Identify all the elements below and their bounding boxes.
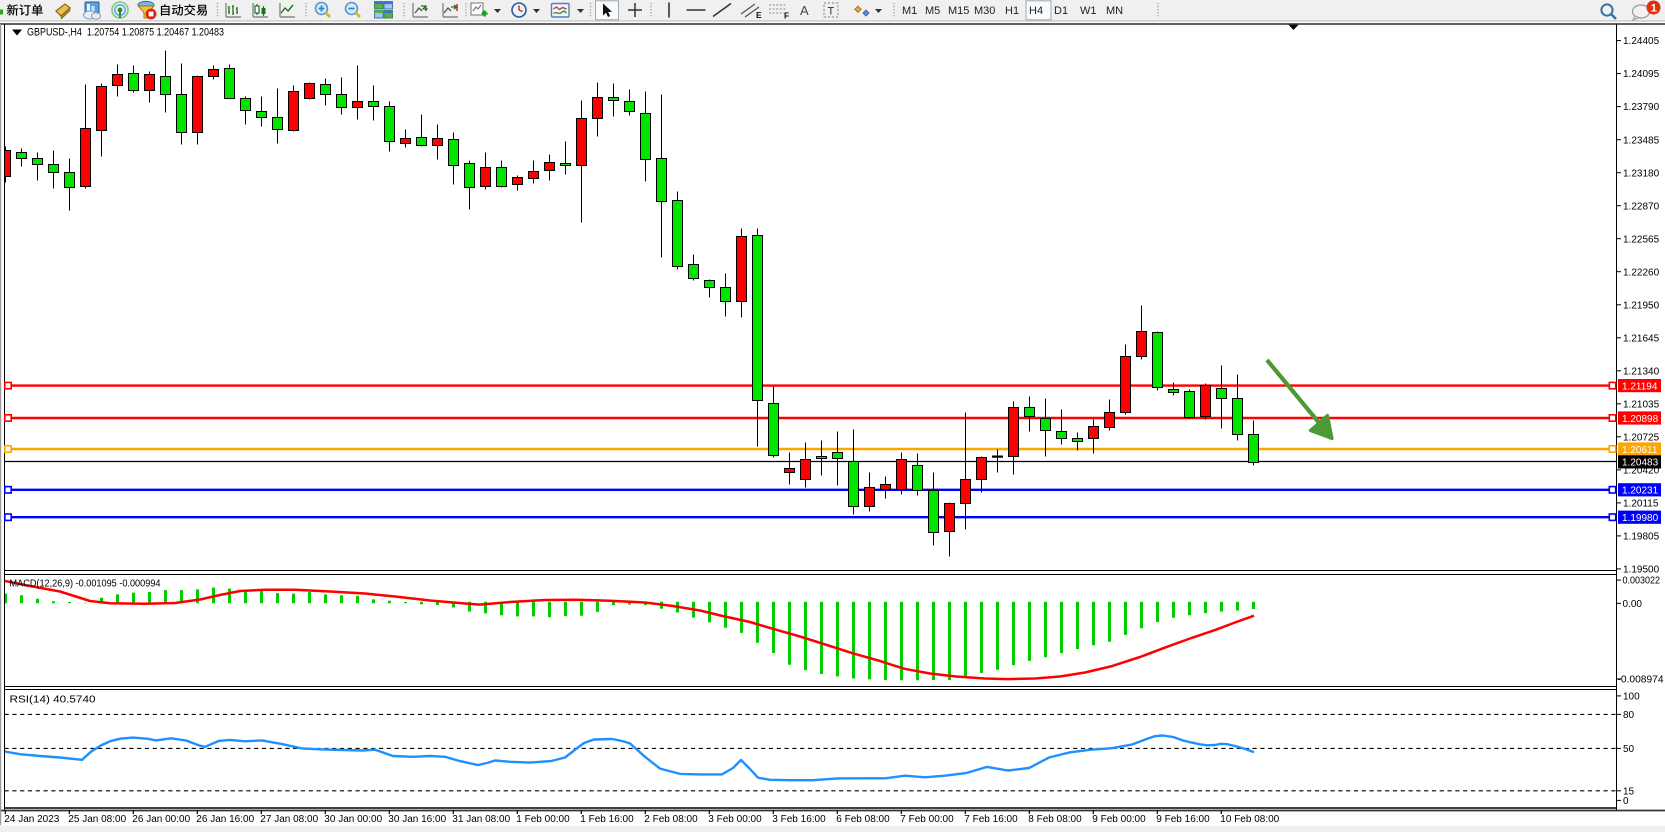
svg-text:D1: D1 [1054,5,1068,17]
svg-text:T: T [828,6,835,18]
svg-text:0.00: 0.00 [1623,599,1643,610]
svg-text:1.21950: 1.21950 [1623,300,1660,311]
svg-text:27 Jan 08:00: 27 Jan 08:00 [260,814,318,825]
svg-text:8 Feb 08:00: 8 Feb 08:00 [1028,814,1082,825]
svg-text:E: E [756,10,762,20]
svg-text:1.23485: 1.23485 [1623,135,1660,146]
svg-text:1.20898: 1.20898 [1622,414,1659,425]
svg-text:9 Feb 00:00: 9 Feb 00:00 [1092,814,1146,825]
svg-text:7 Feb 16:00: 7 Feb 16:00 [964,814,1018,825]
svg-text:26 Jan 00:00: 26 Jan 00:00 [132,814,190,825]
svg-text:A: A [800,3,809,18]
svg-text:6 Feb 08:00: 6 Feb 08:00 [836,814,890,825]
svg-text:1.19500: 1.19500 [1623,565,1660,576]
svg-text:100: 100 [1623,692,1640,703]
svg-text:1.19980: 1.19980 [1622,513,1659,524]
svg-text:MN: MN [1106,5,1123,17]
svg-text:30 Jan 00:00: 30 Jan 00:00 [324,814,382,825]
svg-text:0: 0 [1623,796,1629,807]
svg-text:50: 50 [1623,744,1635,755]
svg-text:RSI(14) 40.5740: RSI(14) 40.5740 [10,695,97,706]
svg-text:3 Feb 16:00: 3 Feb 16:00 [772,814,826,825]
svg-text:31 Jan 08:00: 31 Jan 08:00 [452,814,510,825]
svg-text:1 Feb 00:00: 1 Feb 00:00 [516,814,570,825]
svg-text:1.20420: 1.20420 [1623,466,1660,477]
svg-text:25 Jan 08:00: 25 Jan 08:00 [68,814,126,825]
svg-text:1.22260: 1.22260 [1623,267,1660,278]
svg-text:1.23180: 1.23180 [1623,168,1660,179]
svg-text:M15: M15 [948,5,969,17]
svg-text:M5: M5 [925,5,940,17]
svg-text:H4: H4 [1029,5,1043,17]
svg-text:W1: W1 [1080,5,1097,17]
svg-text:1.21194: 1.21194 [1622,381,1658,392]
svg-text:80: 80 [1623,710,1635,721]
svg-text:MACD(12,26,9) -0.001095 -0.000: MACD(12,26,9) -0.001095 -0.000994 [10,579,161,590]
svg-text:1.20115: 1.20115 [1623,499,1659,510]
svg-text:1.21645: 1.21645 [1623,333,1660,344]
svg-text:1.24405: 1.24405 [1623,36,1660,47]
svg-text:1.20725: 1.20725 [1623,432,1660,443]
svg-text:3 Feb 00:00: 3 Feb 00:00 [708,814,762,825]
svg-text:2 Feb 08:00: 2 Feb 08:00 [644,814,698,825]
svg-text:1.21340: 1.21340 [1623,366,1660,377]
svg-text:M1: M1 [902,5,917,17]
svg-text:1.19805: 1.19805 [1623,532,1660,543]
svg-text:1.20231: 1.20231 [1622,486,1659,497]
svg-text:GBPUSD-,H4 1.20754 1.20875 1.: GBPUSD-,H4 1.20754 1.20875 1.20467 1.204… [27,27,224,39]
svg-text:1: 1 [1651,3,1657,15]
svg-text:1.23790: 1.23790 [1623,102,1660,113]
svg-text:0.003022: 0.003022 [1623,576,1661,587]
svg-text:1.21035: 1.21035 [1623,399,1660,410]
svg-text:F: F [784,11,789,21]
svg-text:9 Feb 16:00: 9 Feb 16:00 [1156,814,1210,825]
svg-text:1.20611: 1.20611 [1622,445,1658,456]
svg-text:24 Jan 2023: 24 Jan 2023 [4,814,59,825]
svg-text:1.22870: 1.22870 [1623,201,1660,212]
svg-text:1 Feb 16:00: 1 Feb 16:00 [580,814,634,825]
svg-text:M30: M30 [974,5,995,17]
svg-text:H1: H1 [1005,5,1019,17]
svg-text:7 Feb 00:00: 7 Feb 00:00 [900,814,954,825]
svg-text:-0.008974: -0.008974 [1618,675,1664,686]
svg-text:15: 15 [1623,786,1635,797]
svg-text:1.22565: 1.22565 [1623,234,1660,245]
svg-text:26 Jan 16:00: 26 Jan 16:00 [196,814,254,825]
svg-text:1.20483: 1.20483 [1622,458,1659,469]
svg-text:10 Feb 08:00: 10 Feb 08:00 [1220,814,1279,825]
svg-text:30 Jan 16:00: 30 Jan 16:00 [388,814,446,825]
svg-text:1.24095: 1.24095 [1623,69,1660,80]
